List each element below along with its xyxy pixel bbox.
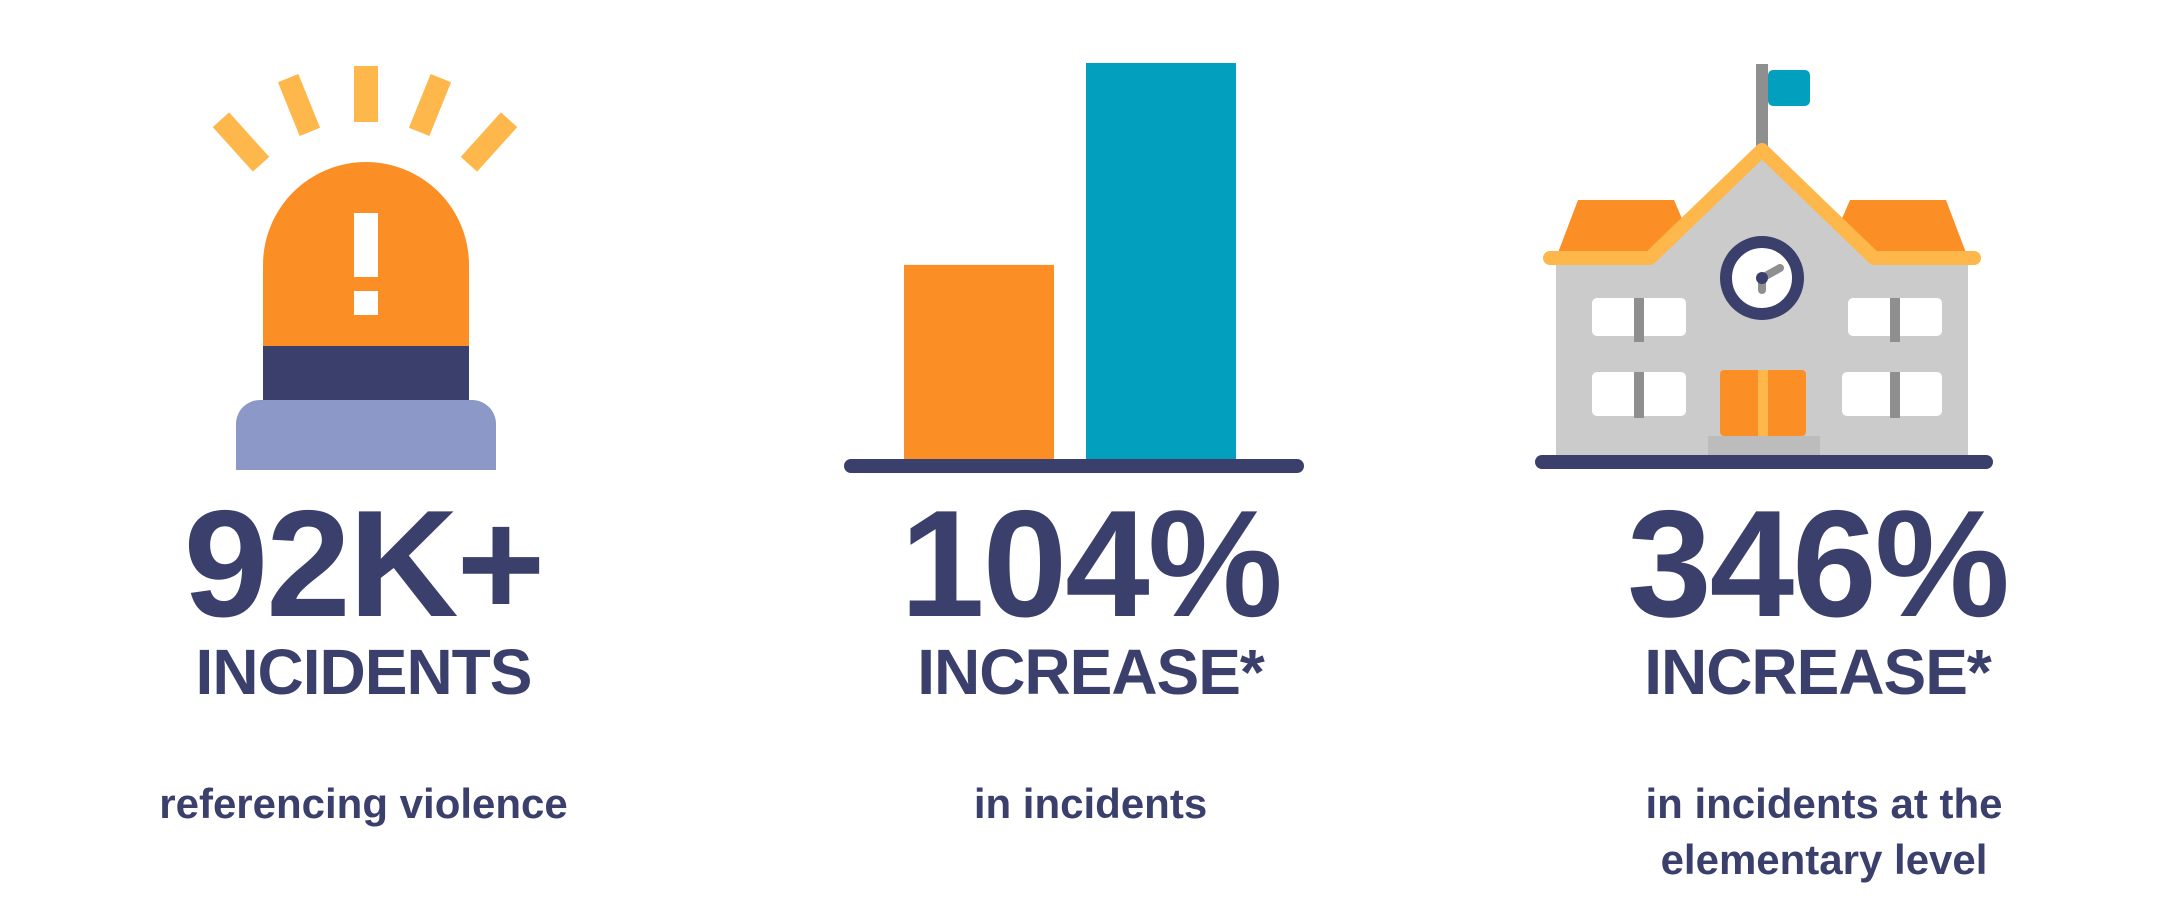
stat-caption: referencing violence <box>159 780 568 827</box>
chart-bar-2 <box>1086 63 1236 459</box>
stat-value: 346% <box>1627 479 2010 649</box>
schoolhouse-icon <box>1535 64 1993 469</box>
bar-chart-icon <box>844 63 1304 473</box>
siren-light-rays <box>212 66 518 172</box>
flag-pole <box>1756 64 1768 154</box>
stat-panel-incidents: 92K+ INCIDENTS referencing violence <box>0 0 727 906</box>
windows <box>1592 298 1942 418</box>
stat-panel-increase: 104% INCREASE* in incidents <box>727 0 1454 906</box>
stat-caption: in incidents at the elementary level <box>1645 780 2003 883</box>
chart-bars <box>904 63 1236 459</box>
stat-label: INCIDENTS <box>195 636 533 708</box>
siren-base <box>236 400 496 470</box>
exclamation-dot <box>354 291 378 315</box>
roof-trim <box>1543 143 1981 265</box>
stat-caption: in incidents <box>973 780 1208 827</box>
chart-bar-1 <box>904 264 1054 459</box>
exclamation-bar <box>354 213 378 277</box>
alarm-siren-icon <box>212 66 518 470</box>
door-step <box>1708 436 1820 456</box>
flag-icon <box>1768 70 1810 106</box>
stat-label: INCREASE* <box>917 636 1265 708</box>
stat-label: INCREASE* <box>1644 636 1992 708</box>
stat-panel-elementary: 346% INCREASE* in incidents at the eleme… <box>1454 0 2181 906</box>
stat-value: 104% <box>900 479 1283 649</box>
door-divider <box>1758 370 1768 436</box>
stat-value: 92K+ <box>183 479 546 649</box>
siren-band <box>263 346 469 400</box>
clock-icon <box>1720 236 1804 320</box>
